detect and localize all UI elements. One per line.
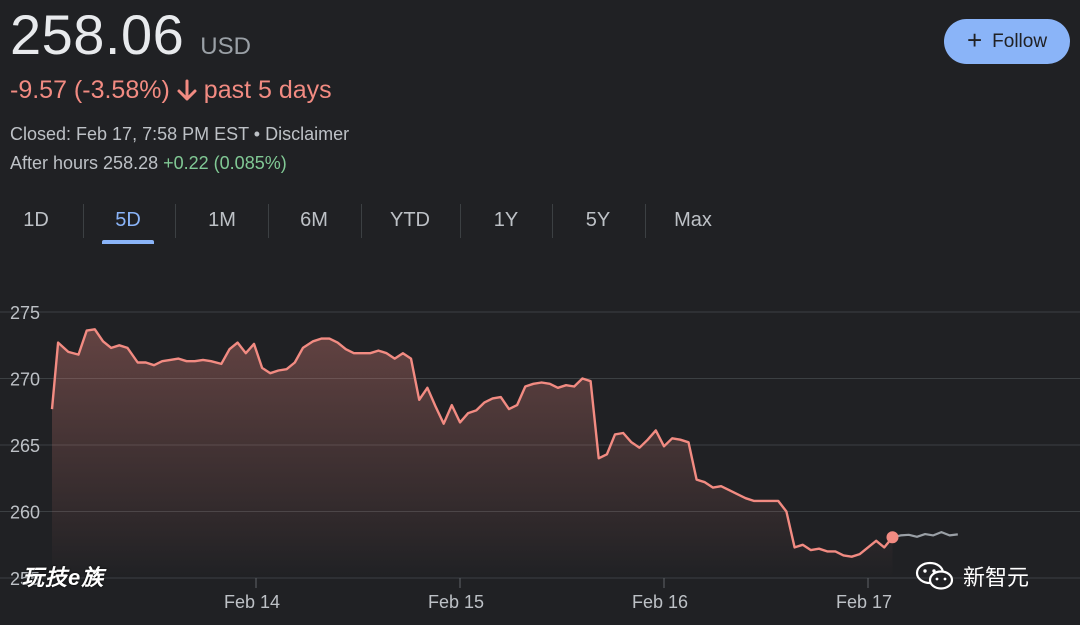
tab-1y[interactable]: 1Y [493,208,519,231]
x-tick-label: Feb 16 [632,592,688,612]
change-period: past 5 days [203,76,332,104]
tab-5y[interactable]: 5Y [585,208,611,231]
current-price: 258.06 [10,3,185,66]
price-line [50,328,894,558]
price-area [52,329,893,578]
closed-info: Closed: Feb 17, 7:58 PM EST • Disclaimer [10,124,350,144]
tab-6m[interactable]: 6M [300,208,328,231]
range-tabs: 1D 5D 1M 6M YTD 1Y 5Y Max [0,200,760,244]
follow-button-label: Follow [992,30,1048,52]
y-tick-label: 275 [10,303,40,323]
plus-icon: + [966,25,983,55]
arrow-down-icon [177,79,197,100]
watermark-right: 新智元 [915,560,1029,592]
y-tick-label: 260 [10,503,40,523]
price-header: 258.06 USD [10,2,251,67]
tab-ytd[interactable]: YTD [390,208,430,231]
after-hours-info: After hours 258.28 +0.22 (0.085%) [10,153,287,174]
tab-divider [552,204,553,238]
tab-divider [460,204,461,238]
wechat-icon [915,561,954,590]
change-value: -9.57 (-3.58%) [10,76,170,104]
follow-button[interactable]: + Follow [944,19,1070,64]
y-tick-label: 265 [10,436,40,456]
tab-divider [175,204,176,238]
currency-code: USD [200,33,251,60]
x-tick-label: Feb 17 [836,592,892,612]
tab-5d[interactable]: 5D [102,200,154,244]
x-tick-label: Feb 15 [428,592,484,612]
price-change: -9.57 (-3.58%) past 5 days [10,76,332,105]
last-price-dot [886,531,899,544]
tab-divider [645,204,646,238]
tab-1m[interactable]: 1M [208,208,236,231]
y-tick-label: 255 [10,569,40,589]
after-hours-label: After hours 258.28 [10,153,159,173]
watermark-left: 玩技e族 [22,565,105,590]
y-tick-label: 270 [10,370,40,390]
watermark-right-text: 新智元 [963,565,1030,590]
x-tick-label: Feb 14 [224,592,280,612]
price-chart[interactable]: 255 260 265 270 275 Feb 14 Feb 15 Feb 16 Feb 17 [0,270,1080,625]
after-hours-line [892,531,958,539]
after-hours-change: +0.22 (0.085%) [163,153,287,173]
tab-1d[interactable]: 1D [23,208,49,231]
tab-divider [83,204,84,238]
tab-max[interactable]: Max [674,208,712,231]
tab-divider [268,204,269,238]
tab-divider [361,204,362,238]
